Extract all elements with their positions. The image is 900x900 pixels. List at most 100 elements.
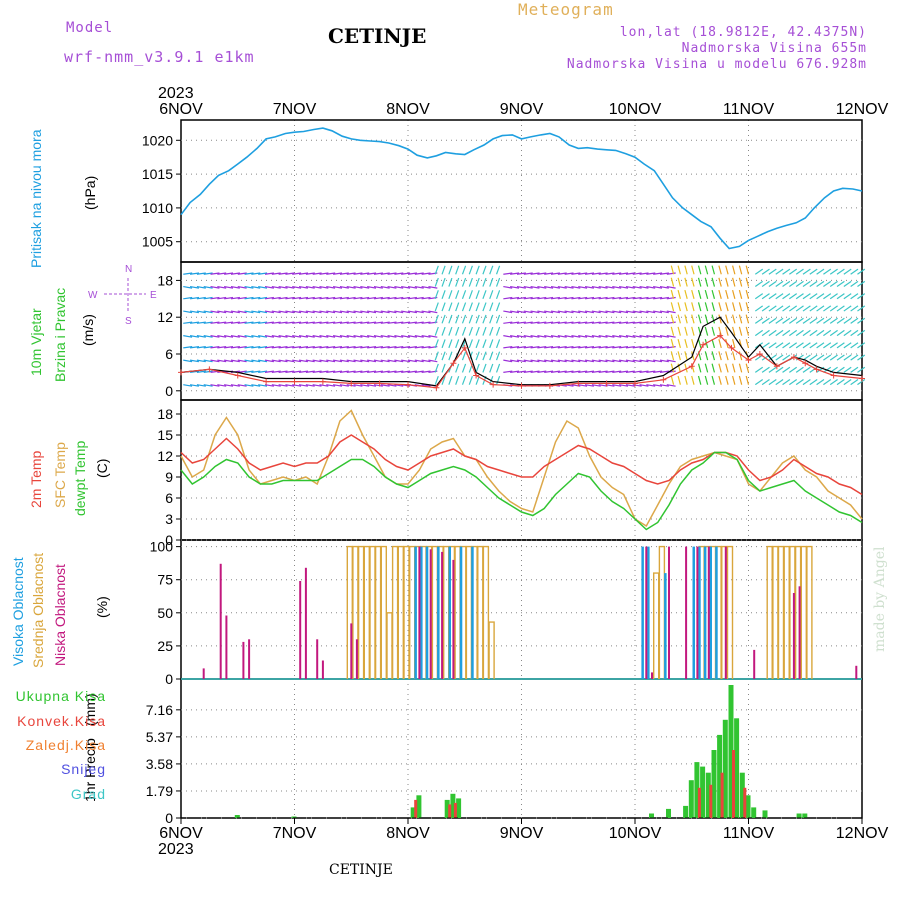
wind-arrow	[761, 280, 770, 288]
wind-arrow	[448, 314, 453, 324]
wind-arrow	[503, 310, 513, 314]
wind-arrow	[711, 289, 716, 299]
wind-arrow	[745, 326, 750, 336]
wind-arrow	[421, 310, 431, 314]
wind-arrow	[258, 310, 268, 314]
wind-arrow	[210, 335, 220, 338]
wind-arrow	[544, 310, 554, 314]
wind-arrow	[625, 272, 635, 275]
wind-arrow	[407, 335, 418, 338]
low-cloud-bar	[321, 660, 324, 679]
wind-arrow	[550, 335, 561, 338]
wind-arrow	[394, 310, 404, 314]
low-cloud-bar	[202, 668, 205, 679]
wind-arrow	[523, 285, 533, 289]
wind-arrow	[461, 351, 467, 361]
wind-arrow	[557, 296, 567, 300]
wind-arrow	[407, 310, 418, 314]
wind-arrow	[196, 272, 206, 275]
wind-arrow	[584, 321, 595, 324]
wind-arrow	[333, 272, 343, 275]
wind-arrow	[414, 310, 424, 314]
wind-arrow	[732, 339, 736, 349]
wind-arrow	[278, 310, 288, 314]
wind-arrow	[697, 339, 702, 349]
wind-arrow	[339, 335, 349, 338]
wind-arrow	[670, 351, 675, 361]
wind-arrow	[612, 335, 622, 338]
wind-arrow	[360, 335, 370, 338]
wind-arrow	[550, 346, 560, 349]
wind-arrow	[691, 302, 695, 312]
wind-arrow	[285, 296, 295, 300]
wind-arrow	[578, 321, 588, 324]
wind-arrow	[530, 296, 540, 300]
wind-speed-marker	[291, 378, 298, 385]
wind-arrow	[373, 321, 383, 324]
wind-arrow	[189, 346, 200, 349]
wind-speed-marker	[376, 380, 383, 387]
wind-arrow	[782, 280, 791, 288]
wind-arrow	[523, 359, 533, 363]
wind-arrow	[795, 280, 804, 288]
wind-arrow	[516, 359, 526, 363]
wind-arrow	[612, 285, 622, 289]
wind-arrow	[725, 375, 729, 385]
high-cloud-bar	[471, 546, 474, 679]
wind-arrow	[612, 296, 622, 300]
wind-arrow	[666, 272, 676, 275]
top-year-label: 2023	[158, 85, 194, 102]
wind-arrow	[339, 321, 349, 324]
wind-arrow	[434, 326, 439, 336]
wind-arrow	[659, 310, 669, 314]
wind-arrow	[632, 359, 642, 363]
wind-arrow	[704, 277, 709, 287]
wind-arrow	[738, 351, 743, 361]
wind-arrow	[394, 384, 404, 387]
wind-arrow	[857, 379, 866, 386]
wind-arrow	[367, 359, 377, 363]
wind-arrow	[816, 268, 825, 275]
wind-arrow	[646, 296, 656, 300]
wind-speed-marker	[790, 354, 797, 361]
wind-arrow	[285, 359, 295, 363]
wind-arrow	[217, 285, 227, 289]
total-precip-bar	[700, 766, 706, 818]
wind-arrow	[448, 351, 453, 361]
wind-arrow	[189, 310, 200, 314]
wind-arrow	[584, 346, 595, 349]
wind-arrow	[312, 321, 322, 324]
wind-arrow	[203, 335, 213, 338]
wind-arrow	[380, 384, 390, 387]
wind-arrow	[278, 272, 288, 275]
y-tick-label: 3	[165, 511, 173, 527]
wind-arrow	[809, 329, 818, 337]
wind-arrow	[326, 285, 336, 289]
wind-arrow	[745, 314, 750, 324]
wind-arrow	[224, 296, 234, 300]
wind-arrow	[503, 346, 513, 349]
wind-arrow	[237, 272, 247, 275]
wind-arrow	[461, 375, 467, 385]
wind-arrow	[578, 346, 588, 349]
wind-arrow	[360, 384, 370, 387]
wind-arrow	[353, 321, 363, 324]
wind-arrow	[829, 354, 838, 361]
wind-arrow	[237, 359, 247, 363]
wind-arrow	[704, 289, 709, 299]
wind-arrow	[482, 339, 487, 349]
wind-arrow	[718, 302, 722, 312]
wind-arrow	[251, 384, 261, 387]
wind-arrow	[475, 290, 480, 300]
wind-arrow	[761, 366, 770, 373]
wind-arrow	[339, 310, 349, 314]
wind-arrow	[495, 363, 501, 373]
wind-arrow	[264, 310, 275, 314]
wind-arrow	[264, 370, 274, 373]
top-date-label: 10NOV	[609, 101, 662, 118]
wind-arrow	[428, 310, 438, 314]
wind-arrow	[407, 370, 417, 373]
wind-arrow	[530, 370, 540, 373]
wind-arrow	[468, 265, 473, 275]
wind-arrow	[353, 285, 363, 289]
